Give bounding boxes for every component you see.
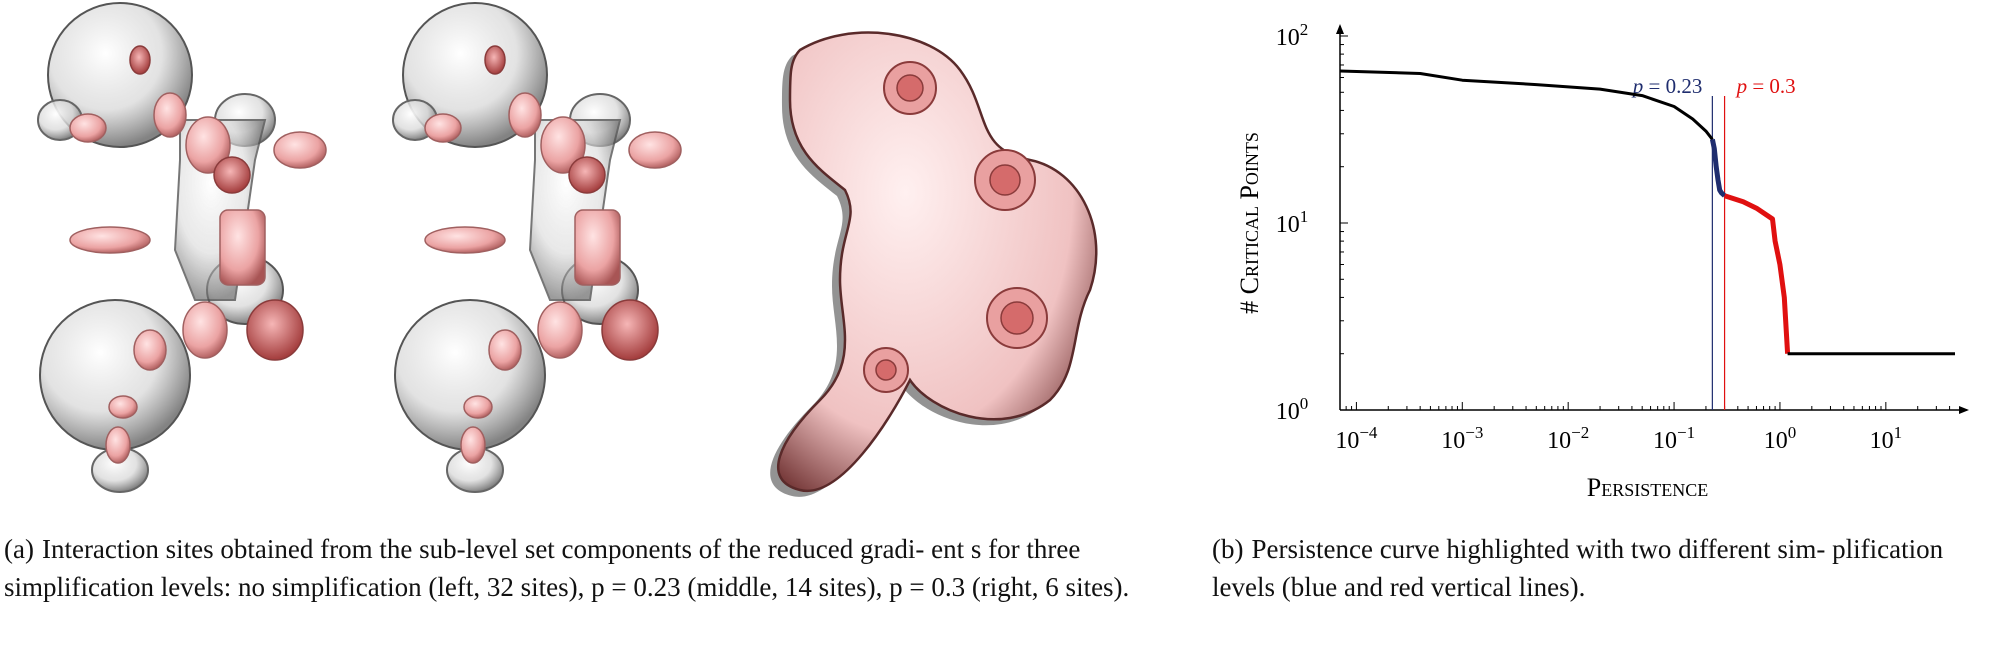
persistence-series-2 xyxy=(1723,193,1791,354)
x-tick-label: 10−1 xyxy=(1653,423,1695,454)
caption-a: (a) Interaction sites obtained from the s… xyxy=(4,530,1149,606)
x-tick-label: 10−2 xyxy=(1547,423,1589,454)
caption-b-text: Persistence curve highlighted with two d… xyxy=(1212,534,1944,602)
persistence-series-0 xyxy=(1339,69,1714,141)
rendered-isosurfaces xyxy=(0,0,1140,510)
simplification-label: p = 0.23 xyxy=(1631,74,1703,98)
simplification-label: p = 0.3 xyxy=(1735,74,1796,98)
x-tick-label: 101 xyxy=(1870,423,1903,454)
x-axis-arrow-icon xyxy=(1959,406,1969,414)
y-tick-label: 100 xyxy=(1276,394,1309,425)
y-axis-arrow-icon xyxy=(1336,24,1344,34)
y-axis-label: # Critical Points xyxy=(1235,132,1264,314)
caption-a-label: (a) xyxy=(4,534,34,564)
render-right xyxy=(770,31,1098,497)
x-tick-label: 10−3 xyxy=(1441,423,1483,454)
caption-b: (b) Persistence curve highlighted with tw… xyxy=(1212,530,1992,606)
x-axis-label: Persistence xyxy=(1587,473,1708,502)
isosurface-renders xyxy=(37,2,1098,497)
persistence-curve-svg: 10−4 10−3 10−2 10−1 100 101 100 101 102 Persisten… xyxy=(1235,20,1969,502)
caption-b-label: (b) xyxy=(1212,534,1244,564)
render-left xyxy=(37,2,327,493)
render-middle xyxy=(392,2,682,493)
y-tick-label: 101 xyxy=(1276,207,1309,238)
y-tick-label: 102 xyxy=(1276,20,1309,51)
x-tick-label: 10−4 xyxy=(1335,423,1378,454)
x-tick-label: 100 xyxy=(1764,423,1797,454)
caption-a-text: Interaction sites obtained from the sub-… xyxy=(4,534,1130,602)
persistence-chart: 10−4 10−3 10−2 10−1 100 101 100 101 102 Persisten… xyxy=(1200,0,1996,510)
persistence-series-1 xyxy=(1709,138,1727,198)
